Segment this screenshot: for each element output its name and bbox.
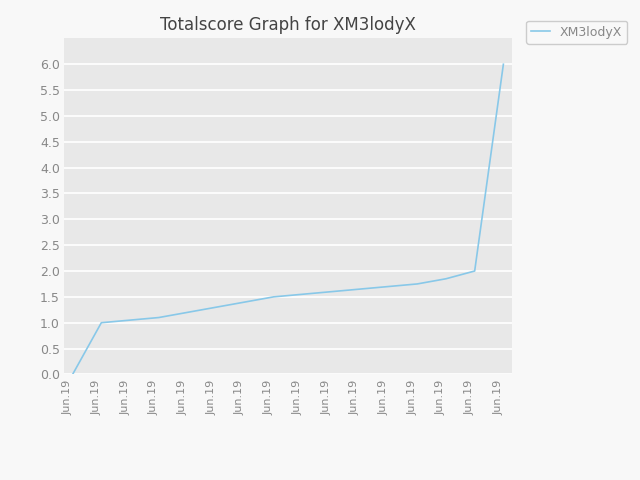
XM3lodyX — [413, 281, 421, 287]
XM3lodyX — [385, 284, 392, 289]
Legend: XM3lodyX: XM3lodyX — [526, 21, 627, 44]
XM3lodyX — [500, 61, 508, 67]
XM3lodyX — [212, 304, 220, 310]
Title: Totalscore Graph for XM3lodyX: Totalscore Graph for XM3lodyX — [160, 16, 416, 34]
XM3lodyX — [184, 310, 191, 315]
XM3lodyX — [155, 315, 163, 321]
XM3lodyX — [327, 289, 335, 295]
XM3lodyX — [97, 320, 105, 325]
Line: XM3lodyX: XM3lodyX — [72, 64, 504, 374]
XM3lodyX — [356, 286, 364, 292]
XM3lodyX — [442, 276, 450, 282]
XM3lodyX — [241, 299, 249, 305]
XM3lodyX — [68, 372, 76, 377]
XM3lodyX — [298, 291, 306, 297]
XM3lodyX — [270, 294, 278, 300]
XM3lodyX — [471, 268, 479, 274]
XM3lodyX — [126, 317, 134, 323]
